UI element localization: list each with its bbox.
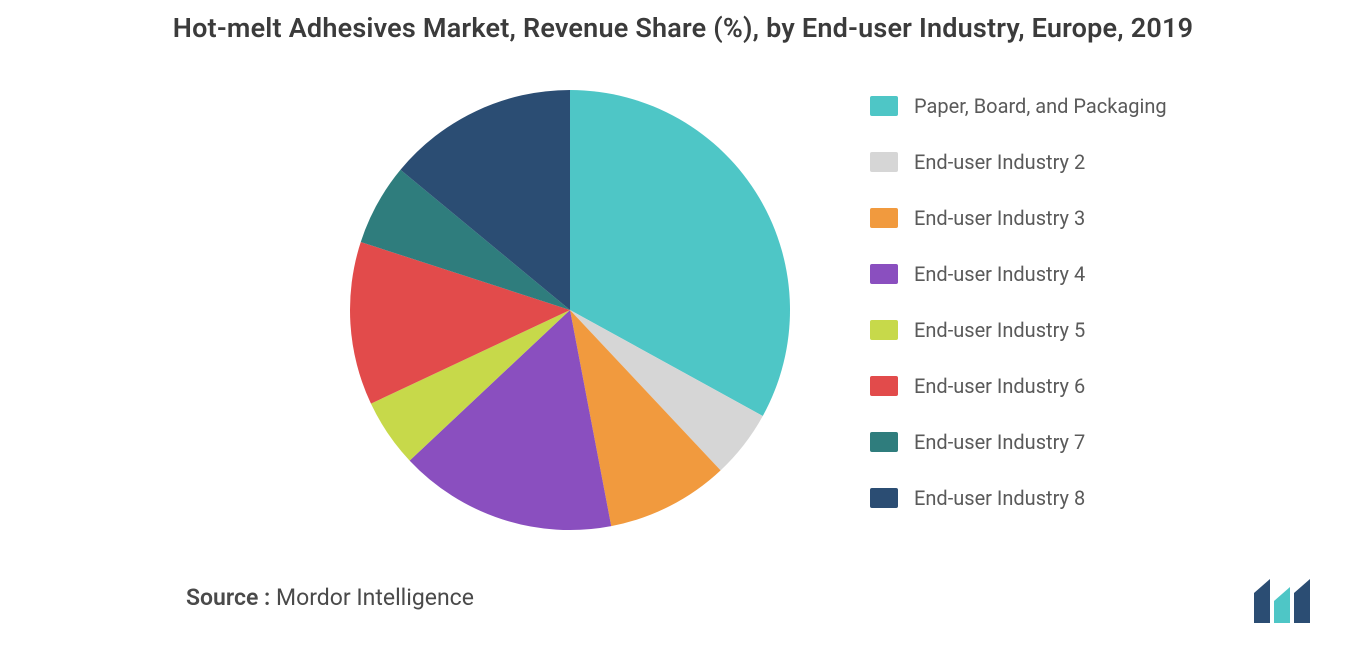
legend-item-4: End-user Industry 5 <box>870 302 1230 358</box>
legend-swatch <box>870 208 898 228</box>
legend-label: End-user Industry 7 <box>914 430 1085 454</box>
legend-label: End-user Industry 2 <box>914 150 1085 174</box>
legend-item-6: End-user Industry 7 <box>870 414 1230 470</box>
legend-item-0: Paper, Board, and Packaging <box>870 78 1230 134</box>
legend-swatch <box>870 264 898 284</box>
legend-item-2: End-user Industry 3 <box>870 190 1230 246</box>
legend-label: End-user Industry 4 <box>914 262 1085 286</box>
legend-label: End-user Industry 5 <box>914 318 1085 342</box>
legend-swatch <box>870 96 898 116</box>
legend-label: End-user Industry 8 <box>914 486 1085 510</box>
legend-item-1: End-user Industry 2 <box>870 134 1230 190</box>
legend-item-7: End-user Industry 8 <box>870 470 1230 526</box>
legend-label: Paper, Board, and Packaging <box>914 94 1167 118</box>
source-value: Mordor Intelligence <box>276 584 474 611</box>
mordor-logo-icon <box>1252 579 1326 627</box>
legend-label: End-user Industry 6 <box>914 374 1085 398</box>
legend-swatch <box>870 320 898 340</box>
source-label: Source : <box>186 584 270 611</box>
legend-label: End-user Industry 3 <box>914 206 1085 230</box>
chart-legend: Paper, Board, and Packaging End-user Indu… <box>870 78 1230 526</box>
legend-swatch <box>870 488 898 508</box>
legend-swatch <box>870 152 898 172</box>
chart-title: Hot-melt Adhesives Market, Revenue Share… <box>0 12 1366 44</box>
legend-item-5: End-user Industry 6 <box>870 358 1230 414</box>
pie-chart <box>340 80 800 540</box>
legend-item-3: End-user Industry 4 <box>870 246 1230 302</box>
legend-swatch <box>870 376 898 396</box>
legend-swatch <box>870 432 898 452</box>
source-line: Source : Mordor Intelligence <box>186 584 474 611</box>
